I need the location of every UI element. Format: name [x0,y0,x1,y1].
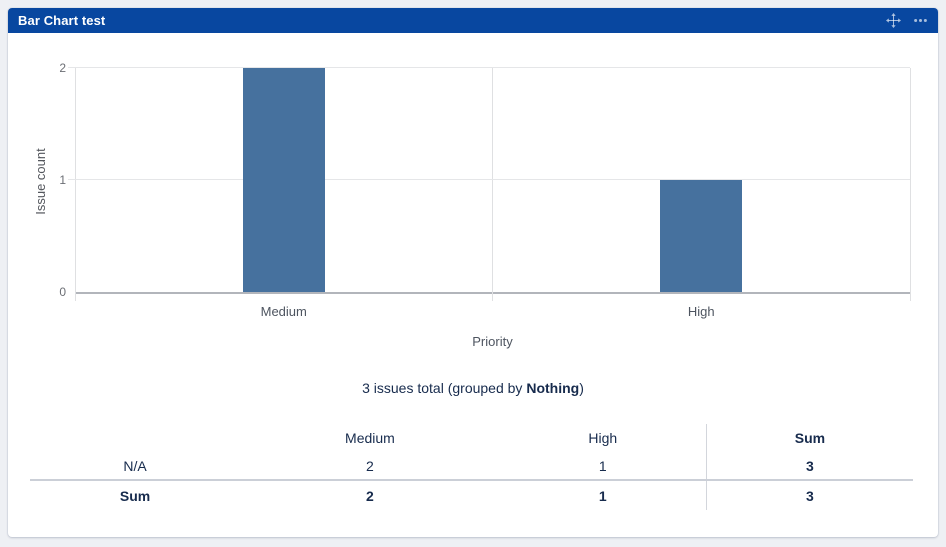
column-header-high: High [499,424,707,452]
more-options-icon[interactable] [912,13,928,29]
move-gadget-icon[interactable] [885,13,901,29]
cell-high: 1 [499,452,707,480]
y-tick-label: 1 [59,173,66,187]
horizontal-gridline [68,179,910,180]
x-category-label: Medium [260,304,307,319]
table-row-sum: Sum 2 1 3 [30,479,913,510]
row-label: Sum [30,479,241,510]
x-category-label: High [687,304,715,319]
summary-prefix: 3 issues total (grouped by [362,380,527,396]
gadget-header[interactable]: Bar Chart test [8,8,938,33]
gadget-title: Bar Chart test [18,13,106,28]
column-header-blank [30,424,240,452]
stats-table-container: Medium High Sum N/A 2 1 3 Sum 2 1 3 [30,424,913,510]
y-tick-label: 0 [59,285,66,299]
bar-medium[interactable] [242,68,325,292]
vertical-gridline [74,68,76,301]
x-axis-title: Priority [472,334,513,349]
cell-medium: 2 [366,457,374,474]
column-header-sum: Sum [794,430,826,446]
summary-text: 3 issues total (grouped by Nothing) [8,380,938,396]
table-header-row: Medium High Sum [30,424,913,452]
bar-high[interactable] [660,180,743,292]
summary-grouping: Nothing [526,380,580,396]
vertical-gridline [492,68,493,301]
horizontal-gridline [68,67,910,68]
stats-table: Medium High Sum N/A 2 1 3 Sum 2 1 3 [30,424,913,510]
column-header-medium: Medium [345,430,395,446]
bar-chart: Issue count 0 1 2 Medium High Priority [8,33,938,363]
gadget-panel: Bar Chart test [8,8,938,537]
row-label: N/A [123,457,147,474]
vertical-gridline [909,68,911,301]
y-tick-label: 2 [59,61,66,75]
chart-plot-area: 0 1 2 Medium High [59,62,911,319]
summary-suffix: ) [579,380,584,396]
cell-medium: 2 [240,479,500,510]
cell-high: 1 [499,479,707,510]
table-row-na: N/A 2 1 3 [30,452,913,480]
cell-sum: 3 [706,479,913,510]
cell-sum: 3 [806,457,814,474]
y-axis-title: Issue count [32,147,48,215]
